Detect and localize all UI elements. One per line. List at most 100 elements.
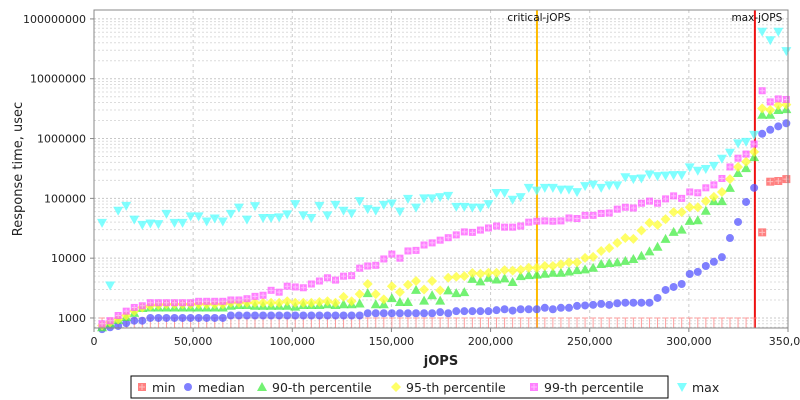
y-axis-title: Response time, usec (11, 102, 26, 236)
data-point (636, 225, 647, 236)
data-point (596, 258, 607, 268)
data-point-cross (107, 318, 113, 324)
data-point (491, 267, 502, 278)
data-point-cross (695, 190, 701, 196)
data-point-cross (759, 229, 766, 236)
data-point-cross (397, 255, 403, 261)
min-stem (485, 317, 492, 328)
min-stem (630, 317, 637, 328)
data-point (484, 224, 492, 232)
min-stem (565, 317, 572, 328)
data-point (195, 297, 203, 305)
data-point (605, 300, 614, 309)
y-tick-label: 1000000 (37, 133, 86, 146)
data-point (724, 182, 735, 192)
data-point (676, 224, 687, 234)
data-point (452, 231, 460, 239)
data-point (782, 119, 791, 128)
data-point (185, 212, 196, 222)
data-point-cross (477, 227, 483, 233)
min-stem (525, 317, 532, 328)
data-point (694, 189, 702, 197)
data-point (716, 186, 727, 197)
data-point (243, 295, 251, 303)
min-stem (654, 317, 661, 328)
data-point (668, 171, 679, 181)
data-point (539, 260, 550, 271)
data-point (201, 217, 212, 227)
data-point (459, 287, 470, 297)
data-point (370, 289, 381, 300)
data-point (781, 47, 792, 57)
data-point (460, 307, 469, 316)
data-point (508, 306, 517, 315)
data-point (652, 219, 663, 230)
reference-line-label: max-jOPS (731, 12, 782, 24)
data-point (660, 214, 671, 225)
data-point-cross (212, 298, 218, 304)
min-stem (445, 317, 452, 328)
data-point (203, 297, 211, 305)
data-point (428, 309, 437, 318)
data-point (742, 197, 751, 206)
data-point (386, 281, 397, 292)
data-point (716, 154, 727, 164)
data-point (233, 203, 244, 213)
data-point (235, 296, 243, 304)
data-point (621, 203, 629, 211)
min-stem (646, 317, 653, 328)
data-point (757, 27, 768, 37)
data-point (130, 303, 138, 311)
legend-marker (184, 383, 192, 391)
data-point (177, 218, 188, 228)
data-point (170, 313, 179, 322)
data-point (677, 279, 686, 288)
data-point-cross (244, 296, 250, 302)
data-point (354, 289, 365, 300)
data-point (258, 213, 269, 223)
x-axis-ticks: 0 50,000 100,000 150,000 200,000 250,000 300,0… (91, 328, 800, 348)
data-point-cross (494, 223, 500, 229)
data-point-cross (663, 196, 669, 202)
data-point-cross (727, 164, 733, 170)
data-point (370, 299, 381, 309)
data-point (427, 276, 438, 287)
data-point-cross (671, 193, 677, 199)
data-point (661, 285, 670, 294)
data-point (572, 188, 583, 198)
data-point (509, 223, 517, 231)
data-point (348, 272, 356, 280)
data-point-cross (115, 313, 121, 319)
min-stem (541, 317, 548, 328)
data-point (179, 299, 187, 307)
data-point (459, 202, 470, 212)
data-point (652, 241, 663, 251)
data-point (523, 270, 534, 280)
data-point (523, 262, 534, 273)
data-point (613, 299, 622, 308)
data-point-cross (550, 218, 556, 224)
data-point (97, 218, 108, 228)
data-point (749, 146, 760, 157)
data-point (539, 183, 550, 193)
x-axis-title: jOPS (423, 354, 458, 369)
data-point (555, 185, 566, 195)
data-point-cross (719, 175, 725, 181)
data-point (315, 277, 323, 285)
data-point (193, 212, 204, 222)
data-points (97, 27, 792, 334)
data-point (525, 218, 533, 226)
data-point (467, 203, 478, 213)
data-point (588, 251, 599, 262)
data-point-cross (172, 300, 178, 306)
data-point (572, 265, 583, 275)
data-point-cross (276, 289, 282, 295)
data-point-cross (622, 204, 628, 210)
data-point-cross (590, 212, 596, 218)
data-point-cross (155, 300, 161, 306)
data-point-cross (542, 218, 548, 224)
data-point (340, 272, 348, 280)
data-point (709, 257, 718, 266)
min-stem (477, 317, 484, 328)
data-point-cross (405, 248, 411, 254)
